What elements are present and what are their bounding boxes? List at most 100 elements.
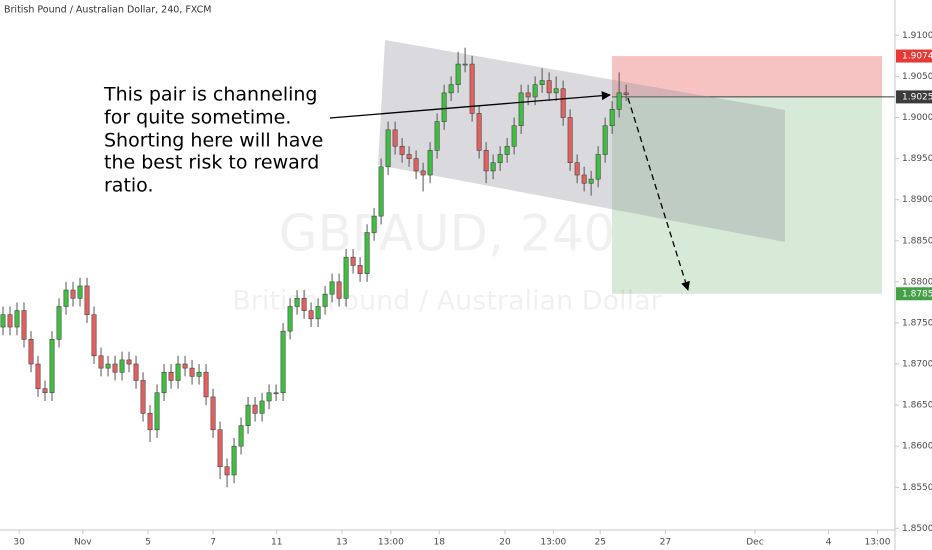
candle-body — [392, 129, 398, 147]
candle-body — [441, 92, 447, 122]
candle-body — [553, 88, 559, 94]
candle-body — [210, 396, 216, 431]
y-tick-label: 1.88000 — [902, 277, 932, 287]
chart-title: British Pound / Australian Dollar, 240, … — [4, 5, 211, 16]
x-tick-label: 13 — [336, 538, 347, 548]
candle-body — [224, 466, 230, 476]
candle-body — [42, 388, 48, 394]
candle-body — [476, 113, 482, 151]
x-tick-label: 13:00 — [865, 538, 891, 548]
candle-body — [238, 425, 244, 447]
price-tag-label: 1.87855 — [902, 289, 932, 299]
x-tick-label: 13:00 — [378, 538, 404, 548]
y-tick-label: 1.86000 — [902, 442, 932, 452]
candle-body — [448, 84, 454, 94]
x-tick-label: Nov — [74, 538, 92, 548]
candle-body — [546, 80, 552, 94]
candle-body — [273, 392, 279, 395]
y-tick-label: 1.86500 — [902, 401, 932, 411]
x-tick-label: 4 — [826, 538, 832, 548]
candle-body — [434, 121, 440, 151]
y-tick-label: 1.87000 — [902, 360, 932, 370]
y-tick-label: 1.89000 — [902, 195, 932, 205]
candle-body — [357, 265, 363, 274]
candle-body — [567, 117, 573, 163]
x-tick-label: 13:00 — [540, 538, 566, 548]
annotation: This pair is channeling for quite someti… — [103, 84, 323, 197]
candle-body — [413, 158, 419, 172]
annotation-line: for quite sometime. — [104, 107, 291, 129]
target-zone — [612, 96, 882, 294]
candle-body — [315, 306, 321, 320]
candle-body — [350, 256, 356, 266]
candle-body — [182, 363, 188, 369]
x-tick-label: 5 — [145, 538, 151, 548]
candle-body — [525, 92, 531, 98]
candle-body — [343, 256, 349, 299]
candle-body — [504, 145, 510, 155]
candle-body — [539, 80, 545, 85]
candle-body — [588, 178, 594, 184]
candle-body — [329, 281, 335, 295]
candle-body — [84, 285, 90, 316]
candle-body — [385, 129, 391, 168]
x-tick-label: 25 — [595, 538, 606, 548]
pointer-arrow — [329, 91, 611, 119]
candle-body — [462, 63, 468, 66]
x-tick-label: 27 — [660, 538, 671, 548]
candle-body — [616, 92, 622, 110]
candle-body — [322, 293, 328, 307]
candle-body — [21, 310, 27, 340]
annotation-line: Shorting here will have — [104, 130, 323, 152]
candle-body — [217, 429, 223, 468]
candle-body — [266, 392, 272, 402]
candle-body — [301, 297, 307, 311]
candle-body — [203, 371, 209, 398]
y-tick-label: 1.85000 — [902, 524, 932, 534]
candle-body — [14, 310, 20, 328]
candle-body — [189, 367, 195, 377]
x-tick-label: 11 — [271, 538, 282, 548]
candle-body — [231, 445, 237, 476]
y-tick-label: 1.90000 — [902, 113, 932, 123]
candle-body — [147, 413, 153, 431]
candle-body — [154, 392, 160, 431]
candle-body — [140, 380, 146, 414]
candle-body — [294, 297, 300, 307]
candle-body — [196, 371, 202, 377]
annotation-line: ratio. — [104, 175, 154, 197]
candle-body — [168, 371, 174, 381]
candle-body — [574, 162, 580, 176]
x-tick-label: Dec — [746, 538, 763, 548]
price-tag — [896, 90, 932, 104]
y-tick-label: 1.87500 — [902, 318, 932, 328]
candle-body — [112, 363, 118, 373]
y-tick-label: 1.85500 — [902, 483, 932, 493]
candle-body — [252, 404, 258, 414]
candle-body — [259, 400, 265, 414]
candle-body — [91, 314, 97, 357]
candle-body — [623, 92, 629, 95]
candle-body — [56, 306, 62, 340]
price-tag — [896, 49, 932, 63]
candle-body — [280, 330, 286, 394]
candle-body — [490, 162, 496, 172]
candle-body — [364, 232, 370, 274]
candles — [0, 47, 629, 488]
candle-body — [175, 363, 181, 381]
candle-body — [49, 339, 55, 394]
candle-body — [0, 314, 6, 328]
x-tick-label: 7 — [210, 538, 216, 548]
price-tag-label: 1.90748 — [902, 52, 932, 62]
y-tick-label: 1.90500 — [902, 72, 932, 82]
candle-body — [378, 166, 384, 217]
x-tick-label: 18 — [433, 538, 445, 548]
candle-body — [336, 281, 342, 299]
candle-body — [77, 285, 83, 299]
candle-body — [308, 310, 314, 320]
axes: 1.85000 1.85500 1.86000 1.86500 1.87000 1.875… — [13, 31, 932, 548]
candle-body — [497, 154, 503, 163]
candle-body — [518, 92, 524, 127]
projection-arrow — [627, 97, 690, 291]
